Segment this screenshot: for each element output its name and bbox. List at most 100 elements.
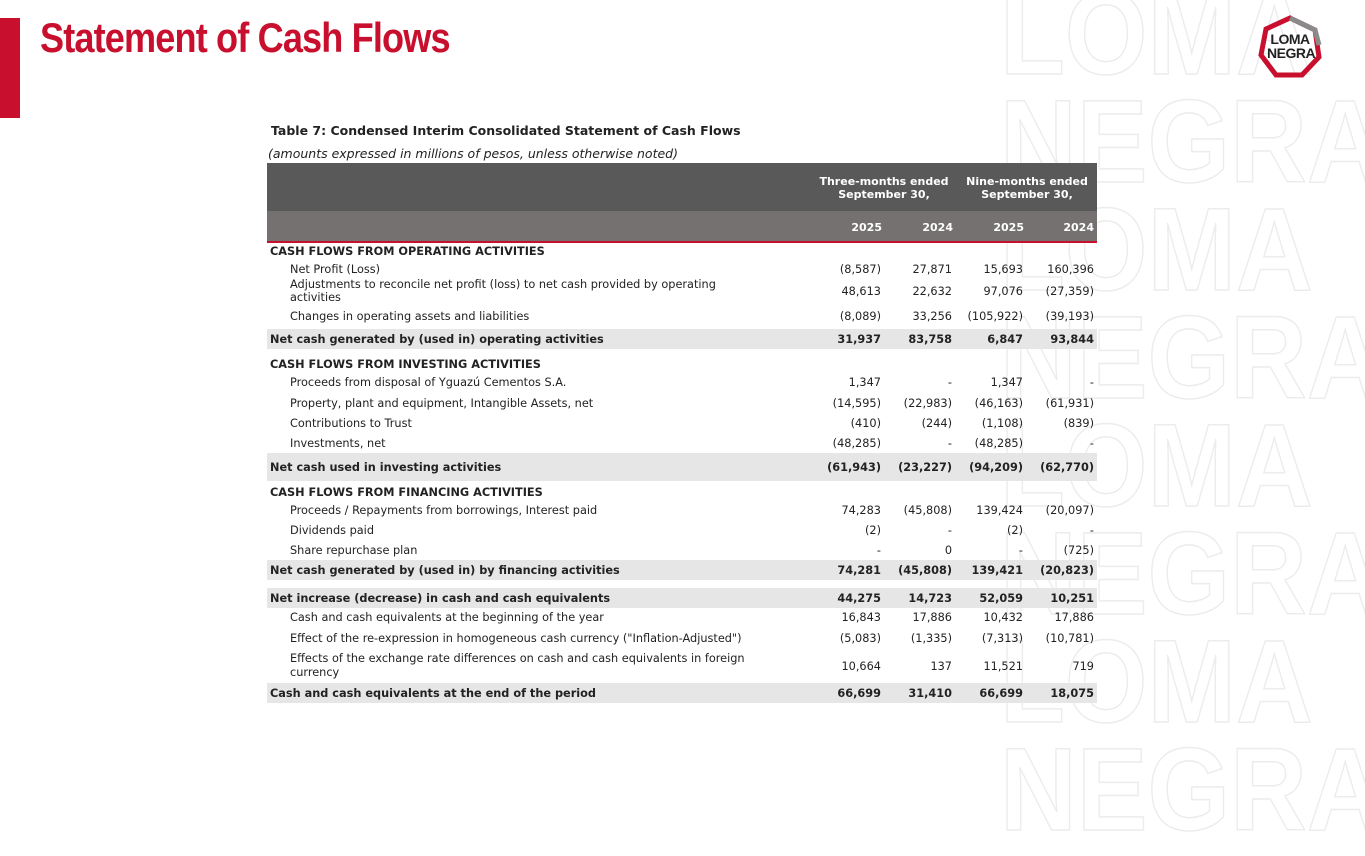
col-header: 2025 [993,221,1024,234]
table-row: Dividends paid (2) - (2) - [267,521,1097,540]
row-label: Investments, net [290,436,386,450]
cell-value: 6,847 [987,332,1023,346]
logo-text: LOMA NEGRA [1267,31,1316,61]
group-header-nine-months: Nine-months ended September 30, [966,175,1088,201]
logo-icon [1258,15,1322,78]
cell-value: (61,943) [827,460,881,474]
row-label: Property, plant and equipment, Intangibl… [290,396,594,410]
table-row: Proceeds / Repayments from borrowings, I… [267,500,1097,520]
table-header-group: Three-months ended September 30, Nine-mo… [267,163,1097,211]
cell-value: (20,097) [1045,503,1094,517]
cell-value: 66,699 [837,686,881,700]
cell-value: - [1018,543,1023,557]
cell-value: (45,808) [903,503,952,517]
cell-value: (61,931) [1045,396,1094,410]
cell-value: (8,089) [839,310,881,323]
cell-value: (2) [1006,524,1023,537]
cell-value: 160,396 [1047,262,1094,276]
cell-value: (725) [1063,543,1094,557]
group-header-three-months: Three-months ended September 30, [819,175,949,201]
page-title: Statement of Cash Flows [40,14,451,61]
table-row: Contributions to Trust (410) (244) (1,108) (… [267,413,1097,433]
row-label: Cash and cash equivalents at the beginni… [290,611,604,624]
cell-value: 48,613 [841,284,881,298]
table-row: Investments, net (48,285) - (48,285) - [267,433,1097,453]
cell-value: 52,059 [979,591,1023,605]
cell-value: (839) [1063,416,1094,430]
row-label: Changes in operating assets and liabilit… [290,310,530,323]
cell-value: 10,664 [841,659,881,673]
cell-value: 31,937 [837,332,881,346]
row-label: Share repurchase plan [290,543,418,557]
row-label: Proceeds from disposal of Yguazú Cemento… [290,376,567,389]
row-label: Effects of the exchange rate differences… [290,652,745,679]
cell-value: - [1089,524,1094,537]
cell-value: 66,699 [979,686,1023,700]
cell-value: - [947,524,952,537]
table-row: Cash and cash equivalents at the beginni… [267,608,1097,627]
table-row: Net cash generated by (used in) by finan… [267,560,1097,580]
cell-value: 33,256 [912,310,952,323]
row-label: Contributions to Trust [290,416,412,430]
cell-value: 139,421 [971,563,1023,577]
cell-value: (5,083) [839,631,881,645]
cell-value: 15,693 [983,262,1023,276]
table-row: Effect of the re-expression in homogeneo… [267,627,1097,649]
cell-value: (45,808) [898,563,952,577]
cell-value: 44,275 [837,591,881,605]
table-row: Net cash generated by (used in) operatin… [267,329,1097,349]
cell-value: 97,076 [983,284,1023,298]
row-label: Net cash generated by (used in) operatin… [270,332,604,346]
cell-value: (14,595) [832,396,881,410]
cell-value: (48,285) [974,436,1023,450]
table-row: Effects of the exchange rate differences… [267,649,1097,683]
cell-value: (10,781) [1045,631,1094,645]
cell-value: (2) [864,524,881,537]
cell-value: 27,871 [912,262,952,276]
cell-value: (39,193) [1045,310,1094,323]
row-label: Cash and cash equivalents at the end of … [270,686,597,700]
col-header: 2024 [1063,221,1094,234]
cell-value: 74,283 [841,503,881,517]
table-row: Net cash used in investing activities (61… [267,453,1097,481]
table-row: Adjustments to reconcile net profit (los… [267,278,1097,304]
cell-value: 93,844 [1050,332,1094,346]
cell-value: 18,075 [1050,686,1094,700]
table-row: Changes in operating assets and liabilit… [267,304,1097,329]
cell-value: (27,359) [1045,284,1094,298]
cell-value: - [1089,436,1094,450]
cell-value: 0 [944,543,952,557]
table-row: Net increase (decrease) in cash and cash… [267,588,1097,608]
cell-value: 10,432 [983,611,1023,624]
cell-value: 74,281 [837,563,881,577]
cell-value: 17,886 [1054,611,1094,624]
cell-value: (244) [921,416,952,430]
cell-value: 719 [1072,659,1094,673]
row-label: Net increase (decrease) in cash and cash… [270,591,611,605]
cell-value: (48,285) [832,436,881,450]
cell-value: - [947,376,952,389]
cell-value: (94,209) [969,460,1023,474]
table-row: CASH FLOWS FROM FINANCING ACTIVITIES [267,482,1097,502]
cell-value: 137 [930,659,952,673]
row-label: Net cash generated by (used in) by finan… [270,563,620,577]
cell-value: (8,587) [839,262,881,276]
cell-value: (105,922) [967,310,1023,323]
cell-value: 1,347 [848,376,881,389]
table-row: Property, plant and equipment, Intangibl… [267,393,1097,413]
col-header: 2024 [922,221,953,234]
cell-value: (22,983) [903,396,952,410]
table-row: Share repurchase plan - 0 - (725) [267,540,1097,560]
cell-value: (62,770) [1040,460,1094,474]
cell-value: (7,313) [981,631,1023,645]
table-header-years: 2025 2024 2025 2024 [267,211,1097,243]
cell-value: (1,335) [910,631,952,645]
cell-value: 1,347 [990,376,1023,389]
cell-value: (23,227) [898,460,952,474]
cell-value: - [1089,376,1094,389]
table-row: Net Profit (Loss) (8,587) 27,871 15,693 160,… [267,260,1097,278]
row-label: CASH FLOWS FROM OPERATING ACTIVITIES [270,245,545,258]
cell-value: 14,723 [908,591,952,605]
cell-value: 83,758 [908,332,952,346]
cell-value: (410) [850,416,881,430]
